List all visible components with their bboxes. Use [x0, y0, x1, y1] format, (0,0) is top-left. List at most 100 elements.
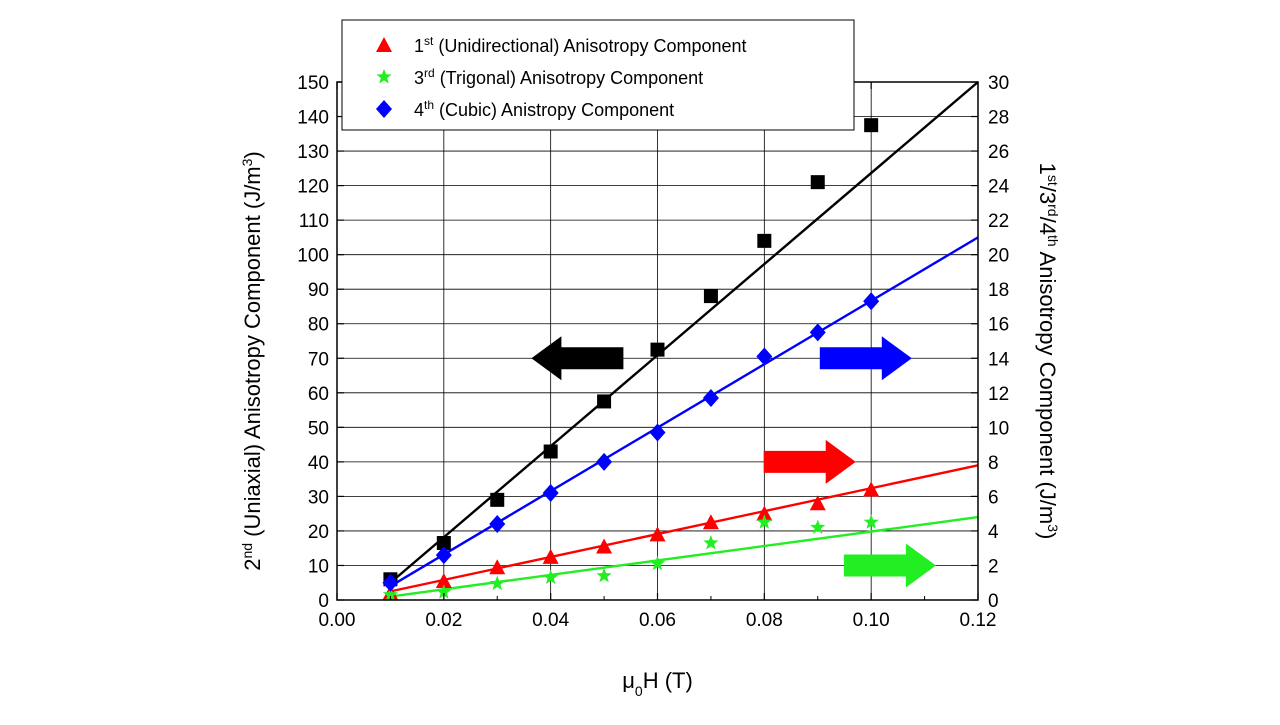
y-right-tick-label: 16: [988, 315, 1009, 336]
y-left-tick-label: 90: [308, 280, 329, 301]
y-left-tick-label: 0: [318, 591, 329, 612]
data-point-star: [596, 567, 612, 583]
data-point-diamond: [596, 452, 613, 471]
y-right-tick-label: 18: [988, 280, 1009, 301]
y-right-tick-label: 6: [988, 487, 999, 508]
y-right-tick-label: 0: [988, 591, 999, 612]
arrow-right: [843, 543, 936, 588]
data-point-diamond: [863, 292, 880, 311]
y-right-tick-label: 4: [988, 522, 999, 543]
x-tick-label: 0.06: [639, 610, 676, 631]
fit-lines: [389, 81, 979, 598]
x-tick-label: 0.00: [319, 610, 356, 631]
data-point-triangle: [596, 538, 613, 554]
legend: 1st (Unidirectional) Anisotropy Componen…: [341, 19, 855, 131]
fit-line-triangle: [390, 464, 979, 593]
data-point-diamond: [489, 515, 506, 534]
axis-tick-labels: 0.00 0.02 0.04 0.06 0.08 0.10 0.12010203040506…: [297, 73, 1009, 631]
fit-line-star: [390, 515, 979, 598]
data-point-triangle: [489, 559, 506, 575]
data-point-square: [703, 289, 718, 304]
legend-marker-star: [376, 69, 392, 84]
y-left-tick-label: 10: [308, 556, 329, 577]
y-right-tick-label: 28: [988, 108, 1009, 129]
y-left-tick-label: 50: [308, 418, 329, 439]
grid: [337, 82, 978, 600]
arrow-right: [763, 439, 856, 484]
fit-line-diamond: [389, 236, 979, 588]
data-point-triangle: [435, 573, 452, 589]
fit-line-square: [389, 81, 979, 584]
data-point-diamond: [542, 483, 559, 502]
data-point-star: [382, 586, 398, 602]
data-point-star: [436, 584, 452, 599]
data-point-triangle: [702, 514, 719, 530]
y-right-tick-label: 22: [988, 211, 1009, 232]
x-tick-label: 0.08: [746, 610, 783, 631]
data-point-diamond: [649, 423, 666, 442]
y-right-tick-label: 24: [988, 177, 1010, 198]
arrow-left: [531, 336, 624, 381]
y-left-tick-label: 80: [308, 315, 329, 336]
y-left-tick-label: 70: [308, 349, 329, 370]
legend-marker-diamond: [376, 100, 392, 118]
y-left-tick-label: 140: [297, 108, 329, 129]
data-point-triangle: [756, 505, 773, 521]
data-point-square: [757, 233, 772, 248]
data-point-diamond: [756, 347, 773, 366]
data-point-square: [490, 492, 505, 507]
legend-box: [341, 19, 855, 131]
x-tick-label: 0.12: [960, 610, 997, 631]
legend-entry-label: 1st (Unidirectional) Anisotropy Componen…: [414, 34, 747, 56]
legend-entry-label: 3rd (Trigonal) Anisotropy Component: [414, 66, 703, 88]
data-point-star: [649, 555, 666, 571]
data-point-square: [864, 118, 879, 133]
x-tick-label: 0.04: [532, 610, 569, 631]
data-point-square: [597, 394, 612, 409]
data-point-diamond: [702, 388, 719, 407]
data-point-star: [703, 535, 719, 550]
y-right-tick-label: 10: [988, 418, 1009, 439]
x-axis-title: μ0H (T): [622, 668, 693, 699]
data-point-star: [810, 519, 826, 534]
data-point-triangle: [542, 548, 559, 564]
data-point-triangle: [649, 526, 666, 542]
y-right-tick-label: 8: [988, 453, 999, 474]
y-left-tick-label: 100: [297, 246, 329, 267]
y-right-tick-label: 14: [988, 349, 1010, 370]
legend-entry-label: 4th (Cubic) Anistropy Component: [414, 98, 674, 120]
data-point-square: [810, 175, 825, 190]
y-left-tick-label: 120: [297, 177, 329, 198]
data-point-star: [543, 569, 559, 584]
data-point-square: [650, 342, 665, 357]
data-point-triangle: [809, 495, 826, 511]
y-right-tick-label: 20: [988, 246, 1009, 267]
y-left-tick-label: 110: [299, 211, 329, 232]
y-right-tick-label: 30: [988, 73, 1009, 94]
y-right-tick-label: 12: [988, 384, 1009, 405]
direction-arrows: [531, 336, 936, 588]
data-point-triangle: [863, 481, 880, 497]
y-axis-left-title: 2nd (Uniaxial) Anisotropy Component (J/m…: [239, 151, 265, 571]
data-point-star: [489, 575, 505, 591]
data-point-diamond: [435, 546, 452, 565]
data-point-diamond: [382, 573, 399, 592]
data-point-star: [756, 514, 772, 529]
data-point-diamond: [809, 323, 826, 342]
y-left-tick-label: 30: [308, 487, 329, 508]
y-left-tick-label: 20: [308, 522, 329, 543]
y-right-tick-label: 26: [988, 142, 1009, 163]
data-point-star: [863, 514, 879, 529]
y-left-tick-label: 130: [297, 142, 329, 163]
y-left-tick-label: 40: [308, 453, 329, 474]
y-axis-right-title: 1st/3rd/4th Anisotropy Component (J/m3): [1035, 163, 1061, 540]
arrow-right: [819, 336, 912, 381]
legend-marker-triangle: [376, 37, 392, 52]
x-tick-label: 0.10: [853, 610, 890, 631]
y-left-tick-label: 150: [297, 73, 329, 94]
data-point-square: [436, 536, 451, 551]
data-point-square: [543, 444, 558, 459]
y-right-tick-label: 2: [988, 556, 999, 577]
